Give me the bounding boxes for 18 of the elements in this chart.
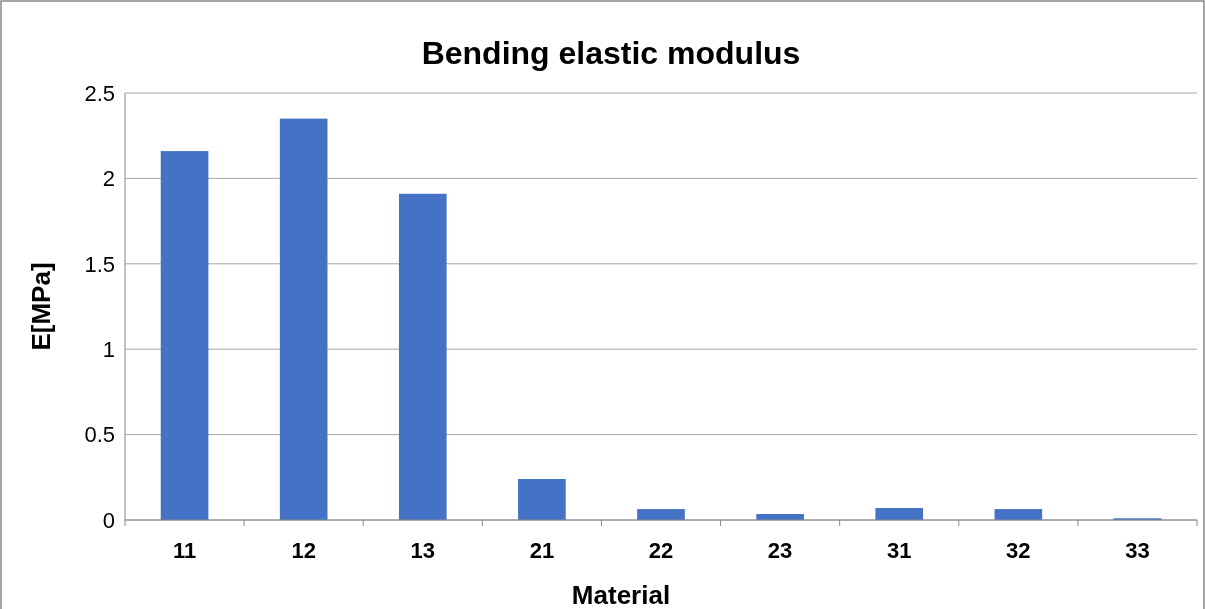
x-tick-label: 33 xyxy=(1125,538,1150,563)
x-tick-label: 22 xyxy=(648,538,674,563)
x-tick-label: 12 xyxy=(291,538,316,563)
x-tick-label: 23 xyxy=(767,538,793,563)
x-axis-title: Material xyxy=(571,580,671,609)
y-tick-label: 1 xyxy=(102,336,115,362)
x-tick-label: 13 xyxy=(410,538,436,563)
y-tick-label: 0 xyxy=(102,507,115,533)
y-axis-title: E[MPa] xyxy=(26,262,56,351)
y-tick-label: 2.5 xyxy=(84,80,115,106)
x-tick-label: 11 xyxy=(172,538,197,563)
chart-title: Bending elastic modulus xyxy=(421,35,801,71)
x-tick-label: 32 xyxy=(1006,538,1031,563)
y-tick-label: 0.5 xyxy=(84,422,115,448)
x-tick-label: 31 xyxy=(886,538,912,563)
y-tick-label: 2 xyxy=(102,166,115,192)
x-tick-label: 21 xyxy=(529,538,555,563)
y-tick-label: 1.5 xyxy=(84,251,115,277)
